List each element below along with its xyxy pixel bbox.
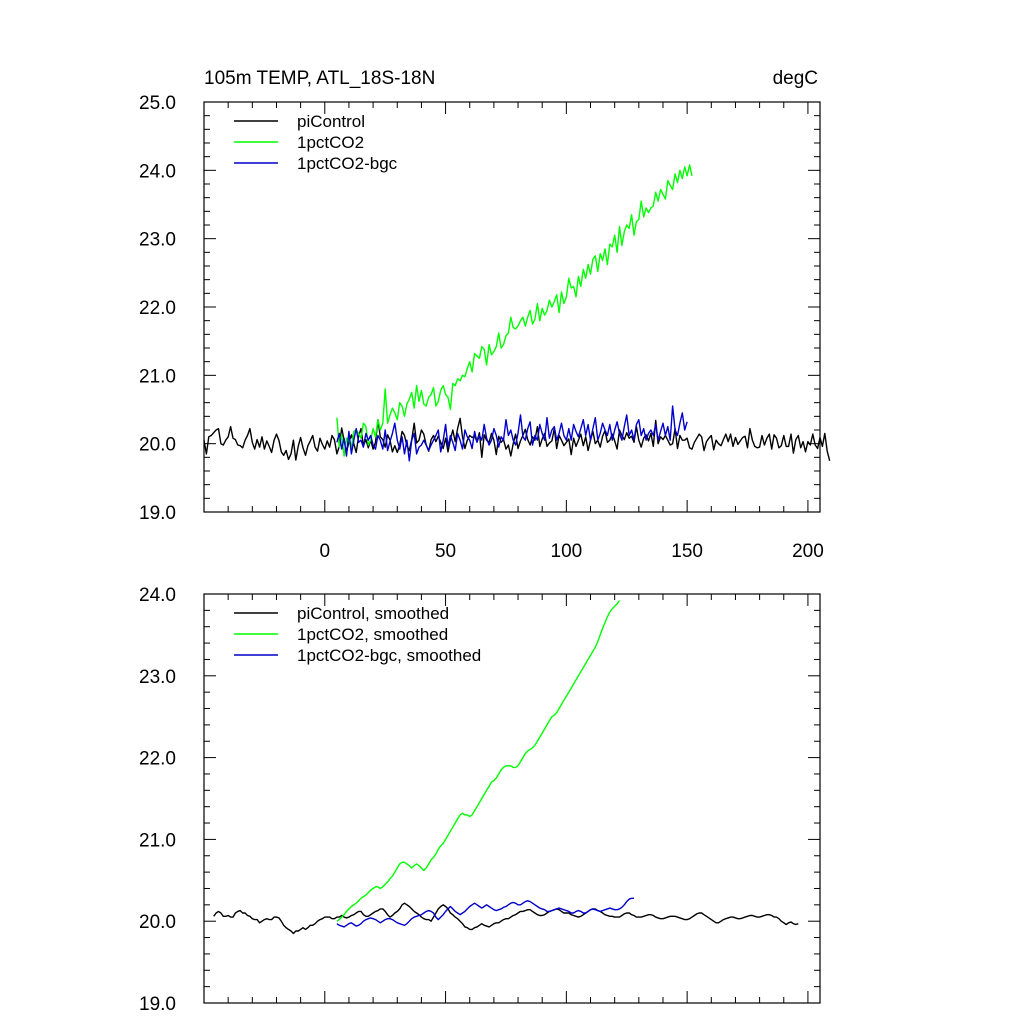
y-tick-label: 20.0: [139, 912, 176, 933]
x-tick-label: 100: [551, 541, 583, 562]
x-tick-label: 200: [792, 541, 824, 562]
y-tick-label: 19.0: [139, 994, 176, 1015]
y-tick-label: 23.0: [139, 230, 176, 251]
series-line-1pctco2: [336, 164, 693, 457]
panel-top: 19.0 20.0 21.0 22.0 23.0 24.0 25.0 0 50 100 150 200…: [139, 68, 831, 562]
y-tick-label: 20.0: [139, 435, 176, 456]
y-tick-label: 24.0: [139, 161, 176, 182]
y-tick-label: 19.0: [139, 503, 176, 524]
x-tick-label: 0: [319, 541, 330, 562]
legend-label: piControl, smoothed: [297, 604, 449, 623]
y-tick-label: 23.0: [139, 667, 176, 688]
legend-label: 1pctCO2: [297, 133, 364, 152]
y-tick-label: 24.0: [139, 585, 176, 606]
legend-label: 1pctCO2-bgc: [297, 154, 398, 173]
panel-bottom: 19.0 20.0 21.0 22.0 23.0 24.0 piControl, smoot…: [139, 585, 821, 1015]
series-line-picontrol-smoothed: [213, 902, 799, 935]
x-tick-label: 50: [435, 541, 456, 562]
y-tick-label: 22.0: [139, 298, 176, 319]
series-line-1pctco2-smoothed: [336, 600, 621, 922]
x-tick-label: 150: [671, 541, 703, 562]
units-label: degC: [773, 68, 818, 89]
y-tick-label: 21.0: [139, 830, 176, 851]
y-tick-label: 21.0: [139, 366, 176, 387]
series-line-1pctco2-bgc: [336, 405, 688, 462]
series-line-1pctco2-bgc-smoothed: [336, 897, 634, 928]
legend-label: 1pctCO2-bgc, smoothed: [297, 646, 481, 665]
y-tick-label: 25.0: [139, 93, 176, 114]
plot-frame: [203, 593, 821, 1004]
legend-label: piControl: [297, 112, 365, 131]
y-tick-label: 22.0: [139, 749, 176, 770]
chart-title: 105m TEMP, ATL_18S-18N: [204, 68, 435, 89]
legend-label: 1pctCO2, smoothed: [297, 625, 448, 644]
